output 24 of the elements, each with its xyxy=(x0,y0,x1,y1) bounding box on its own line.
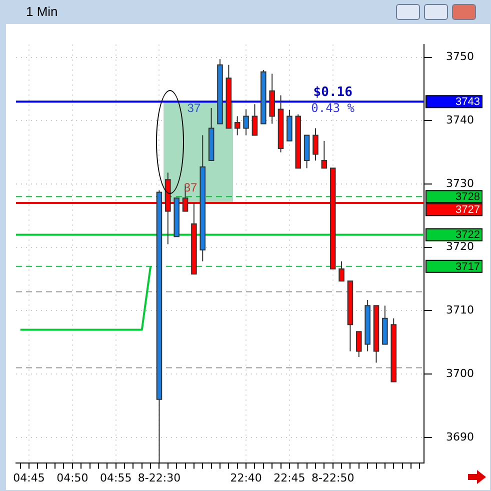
x-tick-label: 22:45 xyxy=(274,471,306,484)
ref-line-label: 3722 xyxy=(456,229,480,242)
x-tick-label: 04:55 xyxy=(100,471,132,484)
annotation: 0.43 % xyxy=(311,100,356,115)
ref-line-label: 3717 xyxy=(456,260,480,273)
y-tick-label: 3750 xyxy=(446,50,474,64)
y-tick-label: 3720 xyxy=(446,240,474,254)
ref-line-label: 3743 xyxy=(456,96,480,108)
ref-line-label: 3728 xyxy=(456,191,480,204)
y-tick-label: 3730 xyxy=(446,176,474,190)
annotation: 37 xyxy=(187,100,201,115)
x-tick-label: 04:45 xyxy=(13,471,45,484)
annotation: 37 xyxy=(184,180,198,194)
y-tick-label: 3710 xyxy=(446,304,474,317)
annotation: $0.16 xyxy=(313,85,353,100)
x-tick-label: 8-22:50 xyxy=(312,471,354,484)
ref-line-label: 3727 xyxy=(456,204,480,216)
y-tick-label: 3700 xyxy=(446,366,474,380)
y-tick-label: 3740 xyxy=(446,113,474,126)
x-tick-label: 04:50 xyxy=(56,471,88,484)
chart-title: 1 Min xyxy=(26,4,58,19)
y-tick-label: 3690 xyxy=(446,430,474,444)
x-tick-label: 22:40 xyxy=(230,471,262,484)
x-tick-label: 8-22:30 xyxy=(138,471,181,484)
